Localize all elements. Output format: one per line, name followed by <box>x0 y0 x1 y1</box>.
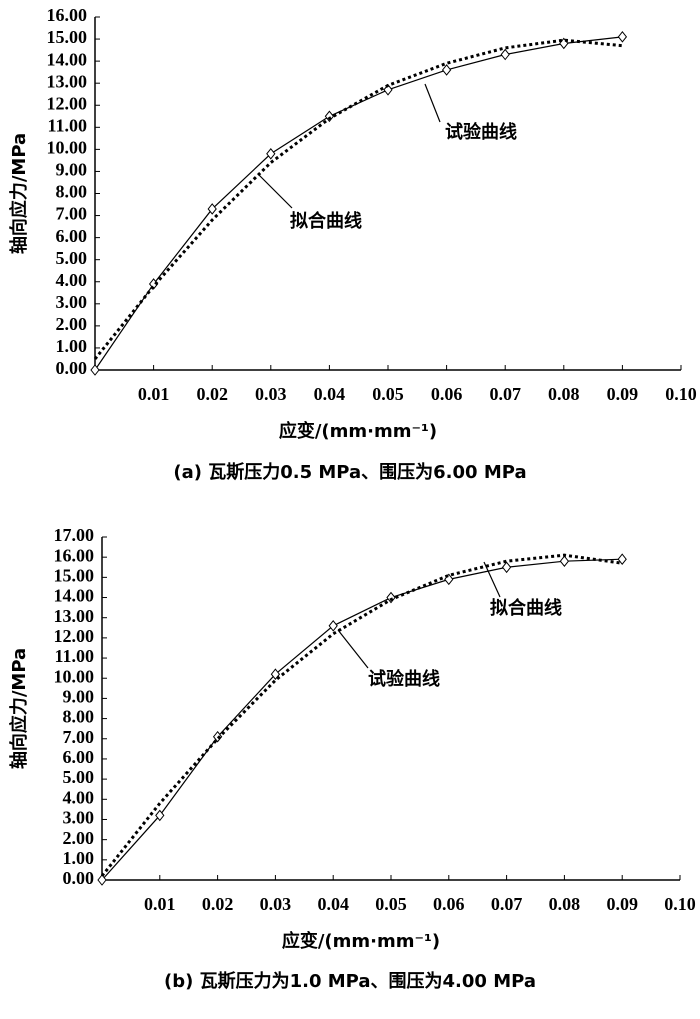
y-tick-label: 1.00 <box>56 336 88 356</box>
y-tick-label: 11.00 <box>54 646 94 666</box>
y-tick-label: 16.00 <box>54 545 95 565</box>
y-tick-label: 7.00 <box>56 204 88 224</box>
y-tick-label: 0.00 <box>56 358 88 378</box>
data-point <box>155 809 165 822</box>
x-tick-label: 0.05 <box>375 894 407 914</box>
x-tick-label: 0.01 <box>138 384 170 404</box>
x-tick-label: 0.07 <box>489 384 521 404</box>
x-axis-title: 应变/(mm·mm⁻¹) <box>282 930 440 952</box>
y-tick-label: 2.00 <box>63 828 95 848</box>
annotation: 拟合曲线 <box>290 210 362 232</box>
y-tick-label: 8.00 <box>56 182 88 202</box>
y-tick-label: 10.00 <box>47 138 88 158</box>
x-tick-label: 0.04 <box>314 384 346 404</box>
x-tick-label: 0.10 <box>664 894 696 914</box>
data-point <box>328 619 338 632</box>
y-tick-label: 4.00 <box>56 270 88 290</box>
y-tick-label: 17.00 <box>54 525 95 545</box>
y-tick-label: 5.00 <box>56 248 88 268</box>
y-tick-label: 1.00 <box>63 848 95 868</box>
data-point <box>90 364 100 376</box>
y-axis-title: 轴向应力/MPa <box>8 133 30 254</box>
x-tick-label: 0.03 <box>260 894 292 914</box>
y-tick-label: 13.00 <box>47 71 88 91</box>
x-tick-label: 0.02 <box>202 894 234 914</box>
annotation: 试验曲线 <box>445 121 517 143</box>
x-tick-label: 0.06 <box>431 384 463 404</box>
y-tick-label: 12.00 <box>54 626 95 646</box>
data-point <box>383 84 393 96</box>
y-tick-label: 16.00 <box>47 5 88 25</box>
data-point <box>270 668 281 681</box>
caption: (b) 瓦斯压力为1.0 MPa、围压为4.00 MPa <box>164 970 536 992</box>
annotation: 试验曲线 <box>368 668 440 690</box>
data-point <box>441 64 452 76</box>
y-tick-label: 3.00 <box>63 808 95 828</box>
y-tick-label: 0.00 <box>63 868 95 888</box>
annotation-leader <box>337 629 369 669</box>
x-tick-label: 0.03 <box>255 384 287 404</box>
data-point <box>559 555 570 568</box>
x-tick-label: 0.10 <box>665 384 697 404</box>
y-axis-title: 轴向应力/MPa <box>8 648 30 769</box>
x-tick-label: 0.09 <box>607 384 639 404</box>
x-tick-label: 0.04 <box>317 894 349 914</box>
y-tick-label: 12.00 <box>47 93 88 113</box>
x-tick-label: 0.08 <box>549 894 581 914</box>
series-line <box>100 553 623 877</box>
series-line <box>94 36 623 371</box>
y-tick-label: 14.00 <box>47 49 88 69</box>
y-tick-label: 8.00 <box>63 707 95 727</box>
annotation-leader <box>483 561 501 598</box>
annotation: 拟合曲线 <box>490 597 562 619</box>
y-tick-label: 6.00 <box>63 747 95 767</box>
data-point <box>501 561 512 574</box>
caption: (a) 瓦斯压力0.5 MPa、围压为6.00 MPa <box>173 461 526 483</box>
x-tick-label: 0.07 <box>491 894 523 914</box>
y-tick-label: 4.00 <box>63 787 95 807</box>
data-point <box>617 31 628 43</box>
y-tick-label: 10.00 <box>54 666 95 686</box>
annotation-leader <box>424 83 441 123</box>
data-point <box>500 48 510 61</box>
y-tick-label: 5.00 <box>63 767 95 787</box>
y-tick-label: 11.00 <box>47 115 87 135</box>
x-tick-label: 0.06 <box>433 894 465 914</box>
x-tick-label: 0.05 <box>372 384 404 404</box>
y-tick-label: 9.00 <box>63 687 95 707</box>
y-tick-label: 9.00 <box>56 160 88 180</box>
x-tick-label: 0.09 <box>606 894 638 914</box>
x-tick-label: 0.01 <box>144 894 176 914</box>
data-point <box>617 553 627 565</box>
x-tick-label: 0.08 <box>548 384 580 404</box>
annotation-leader <box>257 173 293 209</box>
y-tick-label: 15.00 <box>54 565 95 585</box>
y-tick-label: 3.00 <box>56 292 88 312</box>
series-line <box>101 558 623 881</box>
y-tick-label: 14.00 <box>54 586 95 606</box>
y-tick-label: 7.00 <box>63 727 95 747</box>
x-tick-label: 0.02 <box>196 384 228 404</box>
data-point <box>97 874 107 886</box>
x-axis-title: 应变/(mm·mm⁻¹) <box>279 420 437 442</box>
data-point <box>207 203 217 215</box>
y-tick-label: 2.00 <box>56 314 88 334</box>
series-line <box>93 38 623 360</box>
y-tick-label: 6.00 <box>56 226 88 246</box>
y-tick-label: 13.00 <box>54 606 95 626</box>
data-point <box>266 147 276 160</box>
y-tick-label: 15.00 <box>47 27 88 47</box>
